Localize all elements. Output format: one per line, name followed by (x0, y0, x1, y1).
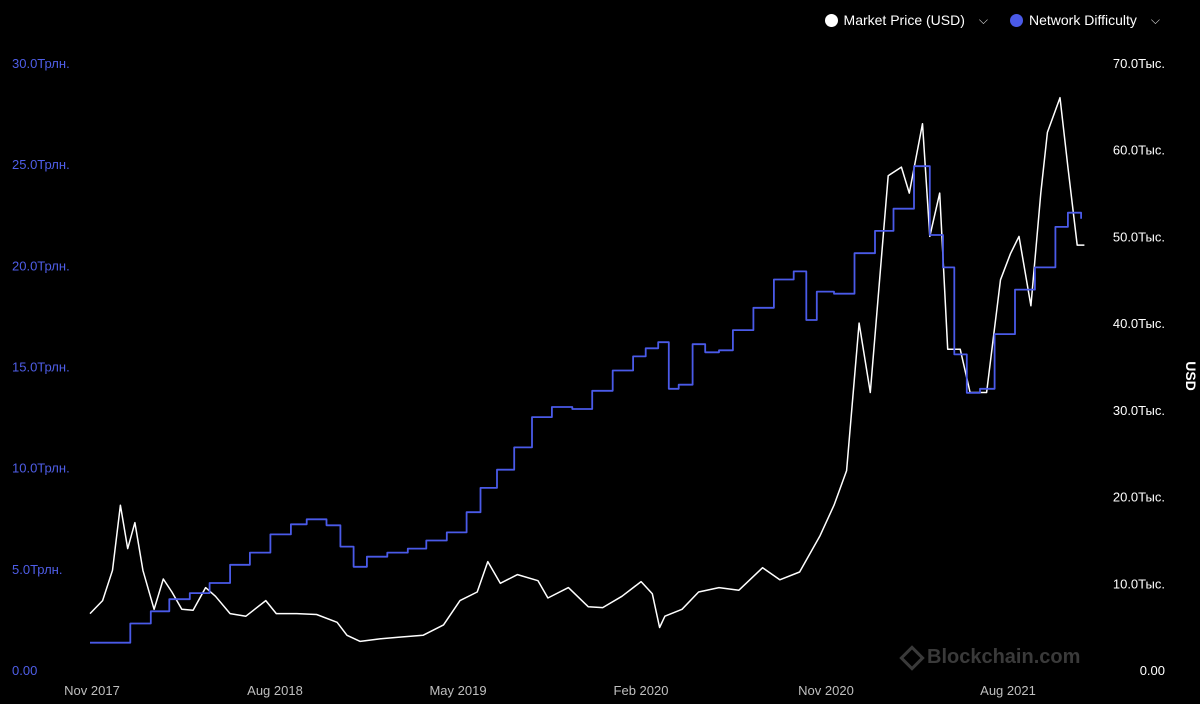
legend-network-difficulty-label: Network Difficulty (1029, 12, 1137, 28)
market-price-dot-icon (824, 13, 838, 27)
series-layer (89, 96, 1085, 644)
market-price-line[interactable] (89, 96, 1085, 643)
y-axis-right-title: USD (1182, 361, 1199, 391)
network-difficulty-dot-icon (1010, 13, 1023, 27)
x-tick-label: Aug 2021 (980, 683, 1036, 698)
chevron-down-icon[interactable]: ⌵ (1150, 12, 1160, 27)
legend-item-market-price[interactable]: Market Price (USD) ⌵ (824, 12, 988, 28)
y-left-tick-label: 25.0Трлн. (12, 157, 70, 172)
legend-market-price-label: Market Price (USD) (843, 12, 965, 28)
legend: Market Price (USD) ⌵ Network Difficulty … (824, 12, 1160, 28)
y-right-tick-label: 30.0Тыс. (1113, 403, 1165, 418)
network-difficulty-line[interactable] (90, 165, 1082, 644)
y-right-tick-label: 20.0Тыс. (1113, 490, 1165, 505)
blockchain-logo-icon (899, 644, 925, 671)
y-left-tick-label: 20.0Трлн. (12, 258, 70, 273)
y-left-tick-label: 30.0Трлн. (12, 56, 70, 71)
y-right-tick-label: 50.0Тыс. (1113, 229, 1165, 244)
x-tick-label: May 2019 (429, 683, 486, 698)
left-axis: 0.00 5.0Трлн. 10.0Трлн. 15.0Трлн. 20.0Трлн. 2… (12, 56, 70, 678)
y-left-tick-label: 0.00 (12, 663, 37, 678)
right-axis: 0.00 10.0Тыс. 20.0Тыс. 30.0Тыс. 40.0Тыс. 50.0… (1113, 56, 1165, 678)
x-tick-label: Nov 2020 (798, 683, 854, 698)
x-tick-label: Feb 2020 (614, 683, 669, 698)
y-right-tick-label: 40.0Тыс. (1113, 316, 1165, 331)
x-tick-label: Nov 2017 (64, 683, 120, 698)
y-left-tick-label: 15.0Трлн. (12, 360, 70, 375)
y-right-tick-label: 60.0Тыс. (1113, 143, 1165, 158)
x-axis: Nov 2017 Aug 2018 May 2019 Feb 2020 Nov 2020… (64, 683, 1036, 698)
y-right-tick-label: 0.00 (1140, 663, 1165, 678)
watermark-text: Blockchain.com (927, 646, 1081, 668)
y-right-tick-label: 10.0Тыс. (1113, 576, 1165, 591)
chevron-down-icon[interactable]: ⌵ (978, 12, 988, 27)
y-left-tick-label: 5.0Трлн. (12, 562, 62, 577)
y-right-tick-label: 70.0Тыс. (1113, 56, 1165, 71)
blockchain-watermark: Blockchain.com (899, 644, 1081, 671)
y-left-tick-label: 10.0Трлн. (12, 461, 70, 476)
legend-item-network-difficulty[interactable]: Network Difficulty ⌵ (1010, 12, 1160, 28)
x-tick-label: Aug 2018 (247, 683, 303, 698)
